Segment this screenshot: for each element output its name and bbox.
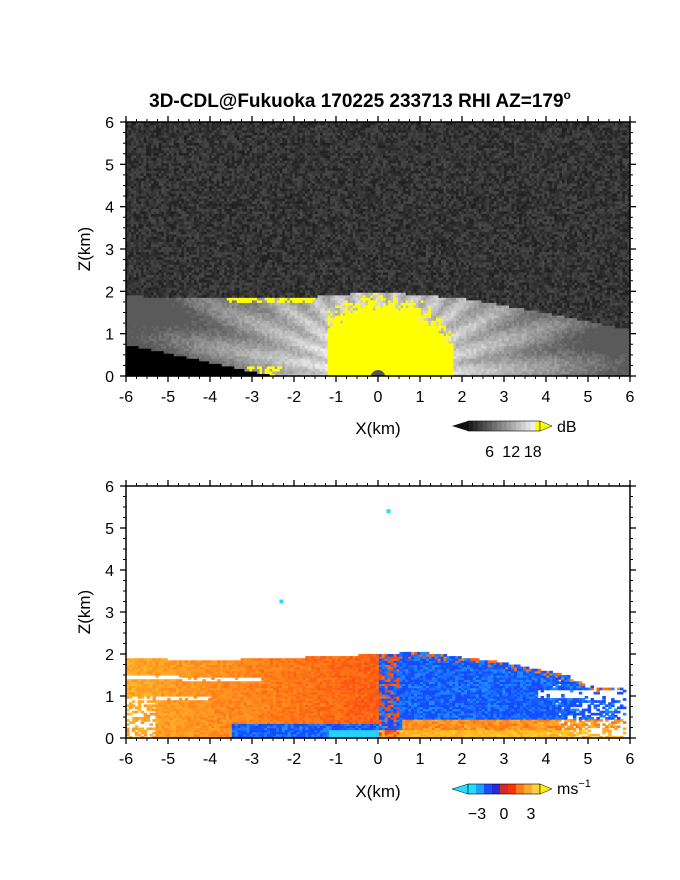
- title-degree-superscript: o: [564, 88, 571, 102]
- figure-title: 3D-CDL@Fukuoka 170225 233713 RHI AZ=179o: [149, 88, 571, 112]
- intensity-heatmap-cells: [126, 122, 631, 377]
